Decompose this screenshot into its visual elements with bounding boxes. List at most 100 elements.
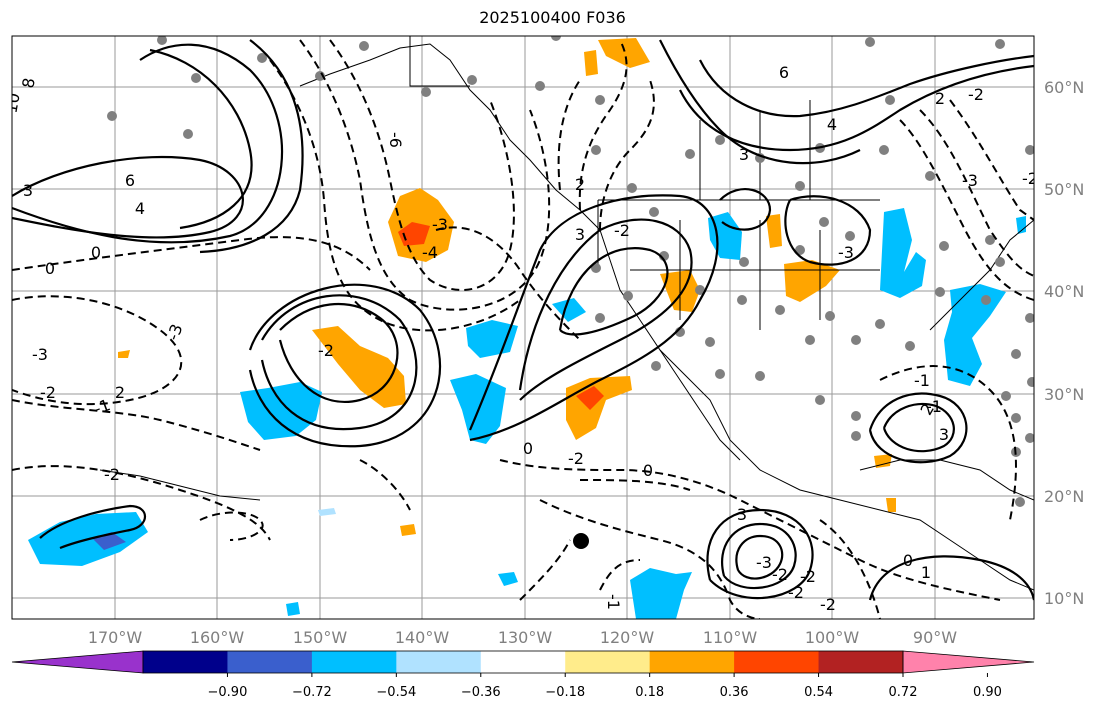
shade-positive [566, 376, 632, 440]
contour-label: -1 [914, 371, 930, 390]
contour-label: -2 [968, 85, 984, 104]
contour-label: -3 [756, 553, 772, 572]
contour-label: 3 [739, 145, 749, 164]
contour-label: 6 [125, 171, 135, 190]
contour-label: 10 [1, 91, 23, 114]
colorbar-segment [480, 651, 566, 673]
shade-negative [466, 320, 518, 358]
shade-positive [874, 454, 892, 468]
colorbar-tick-label: −0.72 [292, 685, 332, 700]
contour-label: -2 [104, 465, 120, 484]
colorbar-outline [142, 650, 904, 674]
contour-label: -2 [1022, 169, 1038, 188]
lat-label: 60°N [1044, 78, 1084, 97]
contour-label: 6 [779, 63, 789, 82]
colorbar-segment [734, 651, 820, 673]
figure-title: 2025100400 F036 [479, 8, 626, 27]
lon-label: 130°W [498, 628, 553, 647]
shade-negative [944, 284, 1006, 386]
contour-label: -2 [568, 449, 584, 468]
colorbar-segment [649, 651, 735, 673]
lon-label: 150°W [293, 628, 348, 647]
shade-positive [886, 498, 896, 512]
shade-positive [118, 350, 130, 358]
shade-negative [240, 382, 322, 440]
contour-label: -3 [962, 171, 978, 190]
colorbar-tick-label: 0.36 [720, 685, 749, 700]
contour-label: 3 [737, 505, 747, 524]
shade-positive-core [576, 386, 604, 410]
shade-negative [880, 208, 926, 298]
contour-label: -3 [838, 243, 854, 262]
contour-label: -3 [32, 345, 48, 364]
colorbar-extend-high [902, 650, 1035, 674]
colorbar-segment [227, 651, 313, 673]
shade-negative [630, 568, 692, 619]
longitude-labels: 170°W 160°W 150°W 140°W 130°W 120°W 110°… [88, 628, 957, 647]
contour-label: 0 [91, 243, 101, 262]
coastlines [99, 36, 1034, 591]
contour-label: 3 [575, 225, 585, 244]
contour-label: -2 [40, 383, 56, 402]
contour-label: 4 [135, 199, 145, 218]
lat-label: 50°N [1044, 180, 1084, 199]
contour-label: -1 [91, 395, 112, 418]
contour-label: -1 [604, 594, 623, 610]
contour-label: 0 [643, 461, 653, 480]
colorbar-tick-label: −0.54 [376, 685, 416, 700]
contour-label: -6 [386, 132, 405, 148]
shade-negative [286, 602, 300, 616]
shade-positive [584, 50, 598, 76]
lat-label: 30°N [1044, 385, 1084, 404]
contour-label: -2 [788, 583, 804, 602]
contour-label: -2 [614, 221, 630, 240]
contour-label: -3 [432, 215, 448, 234]
lat-label: 10°N [1044, 589, 1084, 608]
colorbar-tick-label: 0.18 [635, 685, 664, 700]
colorbar-tick-label: −0.36 [461, 685, 501, 700]
contour-label: -1 [926, 397, 942, 416]
contour-label: 3 [939, 425, 949, 444]
lon-label: 110°W [703, 628, 758, 647]
colorbar-segment [818, 651, 904, 673]
contour-label: -2 [318, 341, 334, 360]
contour-label: 2 [115, 383, 125, 402]
contours-negative [12, 39, 1034, 619]
colorbar-tick-label: 0.72 [889, 685, 918, 700]
colorbar [11, 650, 1035, 674]
colorbar-tick-label: 0.90 [973, 685, 1002, 700]
lat-label: 40°N [1044, 282, 1084, 301]
contour-label: 0 [45, 259, 55, 278]
colorbar-ticks: −0.90 −0.72 −0.54 −0.36 −0.18 0.18 0.36 0.54 0.7… [208, 673, 1002, 700]
contour-label: -3 [163, 321, 186, 342]
shade-positive [400, 524, 416, 536]
shade-negative-light [318, 508, 336, 516]
lon-label: 120°W [600, 628, 655, 647]
contour-label: 2 [575, 175, 585, 194]
colorbar-extend-low [11, 650, 144, 674]
lon-label: 90°W [913, 628, 957, 647]
lon-label: 160°W [190, 628, 245, 647]
contour-label: -2 [772, 565, 788, 584]
shade-negative [1016, 216, 1026, 234]
contour-label: -4 [422, 243, 438, 262]
shade-negative [498, 572, 518, 586]
colorbar-tick-label: −0.18 [545, 685, 585, 700]
contour-label: 0 [903, 551, 913, 570]
contour-label: 2 [935, 89, 945, 108]
station-dots [107, 36, 1034, 507]
colorbar-segment [311, 651, 397, 673]
lon-label: 100°W [805, 628, 860, 647]
colorbar-segment [396, 651, 482, 673]
lon-label: 140°W [395, 628, 450, 647]
center-marker [573, 533, 589, 549]
latitude-labels: 60°N 50°N 40°N 30°N 20°N 10°N [1044, 78, 1084, 608]
contour-label: 0 [523, 439, 533, 458]
contour-label: 8 [18, 76, 38, 89]
colorbar-tick-label: −0.90 [208, 685, 248, 700]
contour-label: -2 [820, 595, 836, 614]
graticule [12, 36, 1034, 619]
